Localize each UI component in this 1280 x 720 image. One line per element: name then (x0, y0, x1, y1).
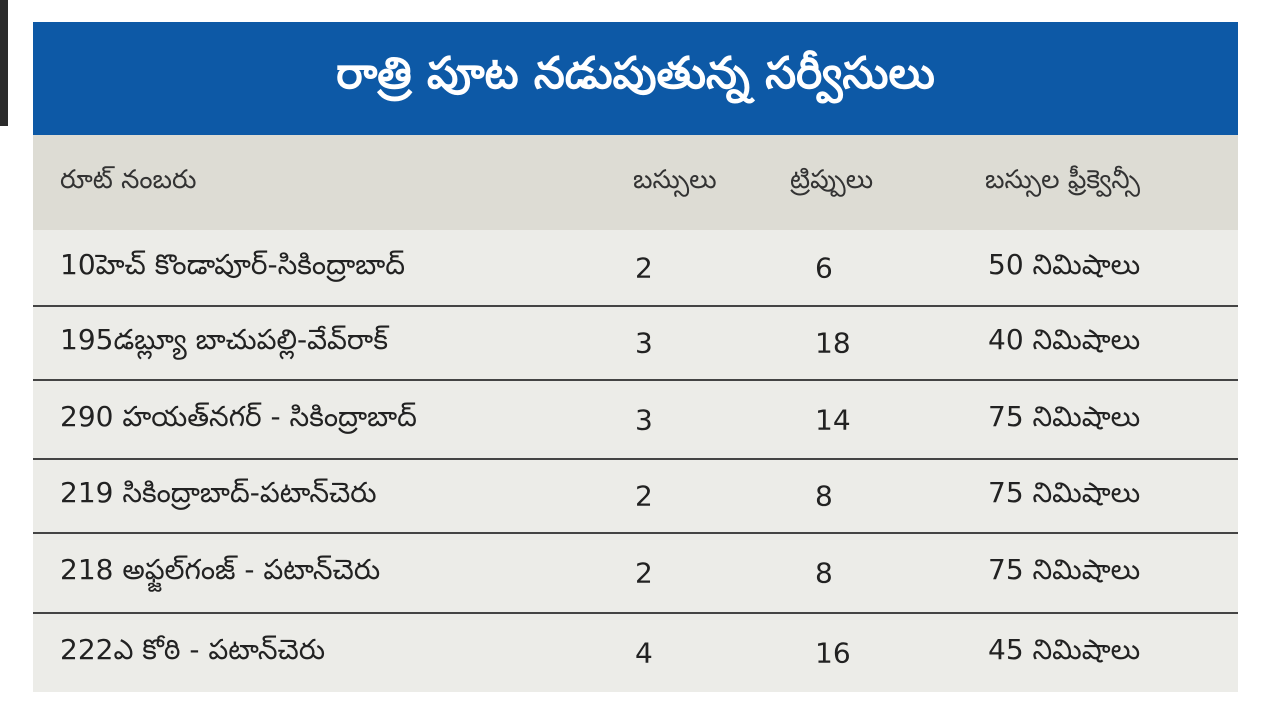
table-cell: 10హెచ్ కొండాపూర్-సికింద్రాబాద్ (60, 247, 405, 281)
table-row: 290 హయత్‌నగర్ - సికింద్రాబాద్ 3 14 75 నిమిష… (33, 379, 1238, 458)
table-cell: 75 నిమిషాలు (988, 476, 1141, 509)
table-cell: 195డబ్ల్యూ బాచుపల్లి-వేవ్‌రాక్ (60, 323, 388, 356)
table-row: 195డబ్ల్యూ బాచుపల్లి-వేవ్‌రాక్ 3 18 40 నిమి… (33, 305, 1238, 379)
table-cell: 2 (635, 479, 653, 513)
table-row: 218 అఫ్జల్‌గంజ్ - పటాన్‌చెరు 2 8 75 నిమిషాల… (33, 532, 1238, 612)
title: రాత్రి పూట నడుపుతున్న సర్వీసులు (33, 22, 1238, 135)
photo-edge (0, 0, 8, 126)
table-cell: 219 సికింద్రాబాద్-పటాన్‌చెరు (60, 476, 377, 509)
table-cell: 75 నిమిషాలు (988, 553, 1141, 586)
table-cell: 8 (815, 479, 833, 513)
table-cell: 18 (815, 326, 851, 360)
table-cell: 2 (635, 251, 653, 284)
column-header: రూట్ నంబరు (60, 164, 197, 195)
table-cell: 3 (635, 403, 653, 436)
header-row: రూట్ నంబరు బస్సులు ట్రిప్పులు బస్సుల ఫ్ర… (33, 135, 1238, 230)
table-cell: 14 (815, 403, 851, 436)
table-cell: 222ఎ కోఠి - పటాన్‌చెరు (60, 633, 326, 666)
table-cell: 290 హయత్‌నగర్ - సికింద్రాబాద్ (60, 399, 417, 433)
table-row: 219 సికింద్రాబాద్-పటాన్‌చెరు 2 8 75 నిమిషాల… (33, 458, 1238, 532)
table-row: 10హెచ్ కొండాపూర్-సికింద్రాబాద్ 2 6 50 నిమిష… (33, 230, 1238, 305)
table-cell: 50 నిమిషాలు (988, 247, 1141, 281)
column-header: బస్సులు (633, 164, 717, 195)
table-card: రాత్రి పూట నడుపుతున్న సర్వీసులు రూట్ నంబ… (33, 22, 1238, 692)
table-cell: 4 (635, 636, 653, 670)
table-cell: 45 నిమిషాలు (988, 633, 1141, 666)
table-cell: 3 (635, 326, 653, 360)
table-row: 222ఎ కోఠి - పటాన్‌చెరు 4 16 45 నిమిషాలు (33, 612, 1238, 692)
table-cell: 75 నిమిషాలు (988, 399, 1141, 433)
table-cell: 6 (815, 251, 833, 284)
table-body: 10హెచ్ కొండాపూర్-సికింద్రాబాద్ 2 6 50 నిమిష… (33, 230, 1238, 692)
table-cell: 40 నిమిషాలు (988, 323, 1141, 356)
table-cell: 2 (635, 556, 653, 590)
table-cell: 218 అఫ్జల్‌గంజ్ - పటాన్‌చెరు (60, 553, 381, 586)
table-cell: 16 (815, 636, 851, 670)
column-header: బస్సుల ఫ్రీక్వెన్సీ (985, 164, 1141, 195)
table-cell: 8 (815, 556, 833, 590)
column-header: ట్రిప్పులు (790, 164, 874, 195)
